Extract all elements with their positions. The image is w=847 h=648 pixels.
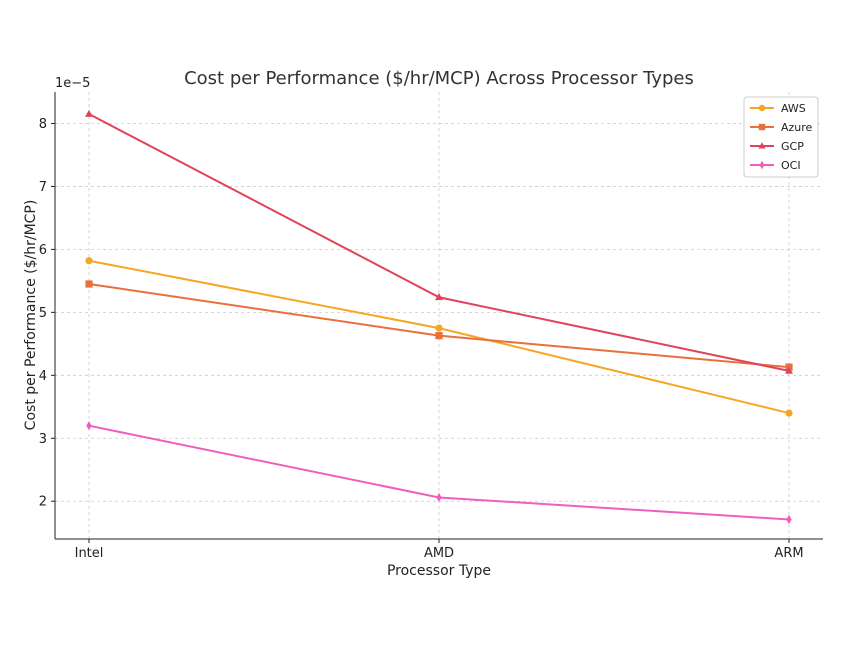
legend-label-oci: OCI — [781, 159, 801, 172]
chart-title: Cost per Performance ($/hr/MCP) Across P… — [184, 68, 694, 89]
legend-box — [743, 96, 819, 178]
legend-item-gcp: GCP — [750, 140, 804, 153]
x-axis-label: Processor Type — [387, 563, 491, 579]
y-axis-label: Cost per Performance ($/hr/MCP) — [23, 200, 39, 431]
grid-lines — [55, 92, 823, 539]
x-tick-label: AMD — [424, 546, 454, 561]
legend-item-oci: OCI — [750, 159, 801, 172]
y-tick-label: 2 — [39, 495, 47, 510]
data-point-oci — [86, 421, 92, 431]
legend-marker-aws — [758, 104, 766, 112]
legend-label-gcp: GCP — [781, 140, 804, 153]
data-point-aws — [85, 257, 93, 265]
y-tick-label: 6 — [39, 243, 47, 258]
data-point-gcp — [85, 109, 93, 117]
y-tick-label: 5 — [39, 306, 47, 321]
legend-marker-gcp — [758, 142, 766, 149]
legend: AWS Azure GCP OCI — [743, 96, 819, 178]
data-point-oci — [786, 514, 792, 525]
legend-item-aws: AWS — [750, 102, 806, 115]
y-tick-label: 3 — [39, 432, 47, 447]
y-tick-label: 4 — [39, 369, 47, 384]
series-gcp — [85, 109, 793, 374]
x-tick-label: ARM — [774, 546, 803, 561]
data-point-oci — [436, 492, 442, 503]
series-oci — [86, 421, 792, 525]
data-point-aws — [785, 409, 793, 417]
data-point-azure — [85, 280, 93, 288]
data-point-gcp — [435, 293, 443, 301]
legend-label-aws: AWS — [781, 102, 806, 115]
data-point-aws — [435, 324, 443, 332]
legend-label-azure: Azure — [781, 121, 813, 134]
series-aws — [85, 257, 793, 417]
x-tick-label: Intel — [75, 546, 104, 561]
y-tick-label: 8 — [39, 117, 47, 132]
data-point-gcp — [785, 366, 793, 374]
legend-item-azure: Azure — [750, 121, 813, 134]
legend-marker-oci — [759, 160, 765, 170]
legend-marker-azure — [758, 123, 766, 131]
series-lines — [85, 109, 793, 525]
tick-labels: 2 3 4 5 6 7 8 Intel AMD ARM — [39, 117, 804, 561]
y-tick-label: 7 — [39, 180, 47, 195]
data-point-azure — [435, 332, 443, 340]
y-offset-label: 1e−5 — [55, 76, 90, 91]
